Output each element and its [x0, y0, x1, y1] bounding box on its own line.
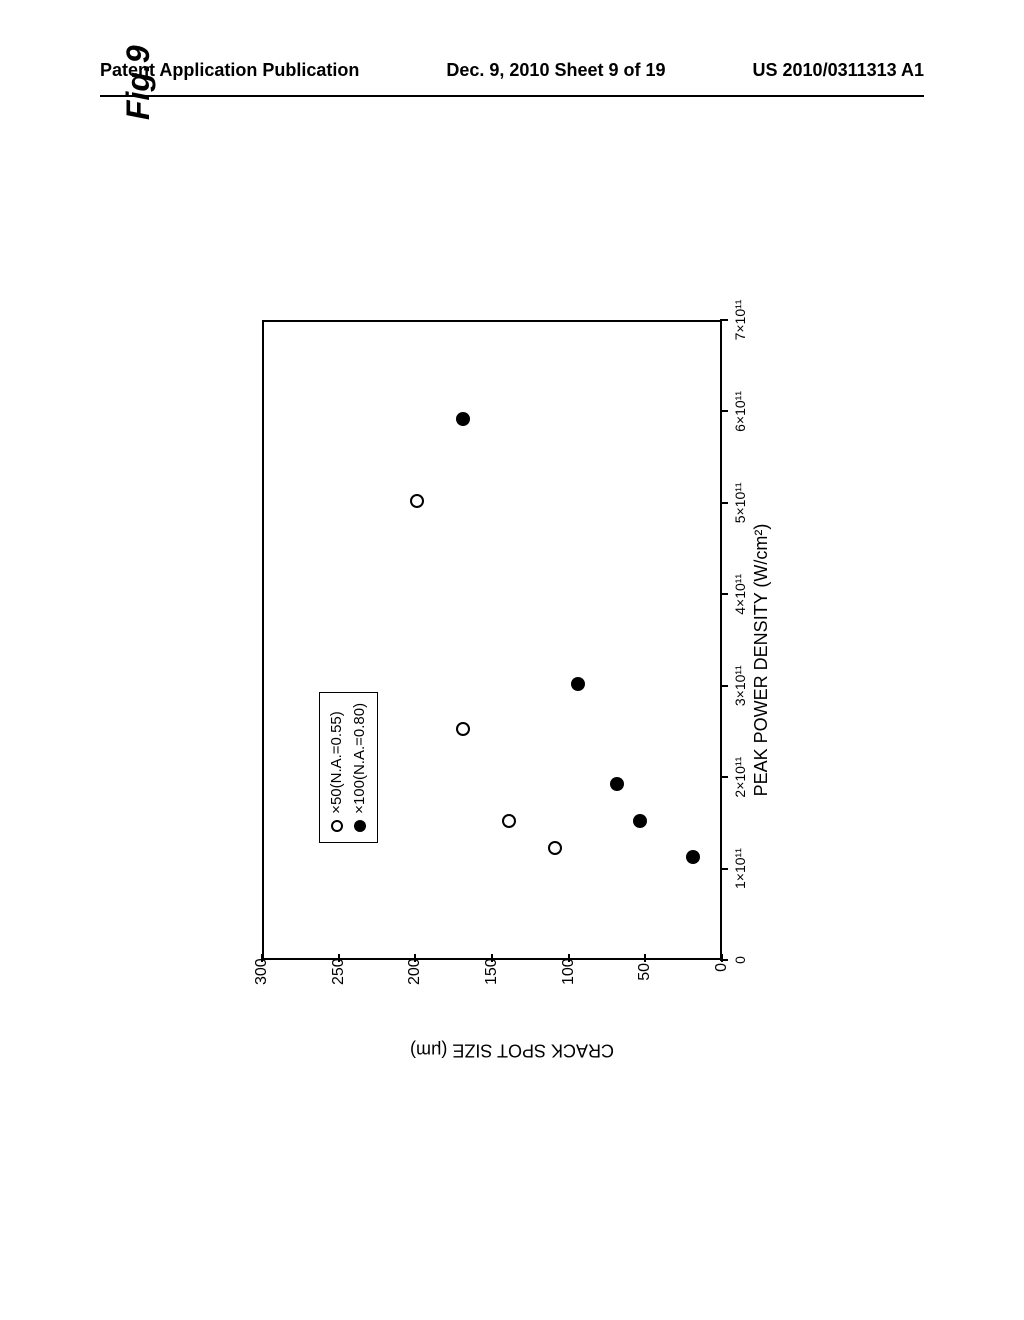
y-tick-label: 250 — [330, 963, 348, 985]
data-point — [633, 814, 647, 828]
x-axis-label: PEAK POWER DENSITY (W/cm²) — [751, 524, 772, 797]
x-tick-mark — [720, 319, 728, 321]
y-tick-label: 0 — [713, 963, 731, 985]
data-point — [571, 677, 585, 691]
x-tick-label: 4×10¹¹ — [732, 574, 748, 615]
filled-circle-icon — [354, 820, 366, 832]
y-tick-label: 300 — [253, 963, 271, 985]
legend-item: ×50(N.A.=0.55) — [326, 703, 349, 832]
x-tick-label: 6×10¹¹ — [732, 391, 748, 432]
legend-item: ×100(N.A.=0.80) — [349, 703, 372, 832]
open-circle-icon — [331, 820, 343, 832]
y-tick-mark — [338, 954, 340, 962]
data-point — [686, 850, 700, 864]
y-tick-label: 200 — [406, 963, 424, 985]
y-tick-mark — [568, 954, 570, 962]
x-tick-mark — [720, 593, 728, 595]
data-point — [456, 722, 470, 736]
x-tick-mark — [720, 685, 728, 687]
plot-area: ×50(N.A.=0.55)×100(N.A.=0.80) — [262, 320, 722, 960]
x-tick-label: 2×10¹¹ — [732, 757, 748, 798]
x-tick-label: 0 — [732, 956, 748, 964]
data-point — [610, 777, 624, 791]
y-tick-mark — [261, 954, 263, 962]
x-tick-label: 1×10¹¹ — [732, 848, 748, 889]
y-tick-label: 150 — [483, 963, 501, 985]
x-tick-mark — [720, 776, 728, 778]
data-point — [548, 841, 562, 855]
x-tick-mark — [720, 959, 728, 961]
x-tick-mark — [720, 410, 728, 412]
header-divider — [100, 95, 924, 97]
data-point — [410, 494, 424, 508]
legend-label: ×50(N.A.=0.55) — [326, 711, 349, 814]
legend: ×50(N.A.=0.55)×100(N.A.=0.80) — [319, 692, 378, 843]
header-center: Dec. 9, 2010 Sheet 9 of 19 — [446, 60, 665, 81]
x-tick-label: 7×10¹¹ — [732, 300, 748, 341]
figure-label: Fig.9 — [120, 45, 157, 120]
data-point — [502, 814, 516, 828]
header-right: US 2010/0311313 A1 — [753, 60, 924, 81]
x-tick-mark — [720, 502, 728, 504]
scatter-chart: CRACK SPOT SIZE (μm) ×50(N.A.=0.55)×100(… — [232, 280, 792, 1040]
data-point — [456, 412, 470, 426]
x-tick-mark — [720, 868, 728, 870]
x-tick-label: 3×10¹¹ — [732, 665, 748, 706]
y-tick-label: 50 — [636, 963, 654, 985]
y-tick-mark — [644, 954, 646, 962]
y-tick-mark — [491, 954, 493, 962]
y-axis-label: CRACK SPOT SIZE (μm) — [410, 1040, 614, 1061]
y-tick-mark — [414, 954, 416, 962]
legend-label: ×100(N.A.=0.80) — [349, 703, 372, 814]
x-tick-label: 5×10¹¹ — [732, 482, 748, 523]
y-tick-label: 100 — [560, 963, 578, 985]
